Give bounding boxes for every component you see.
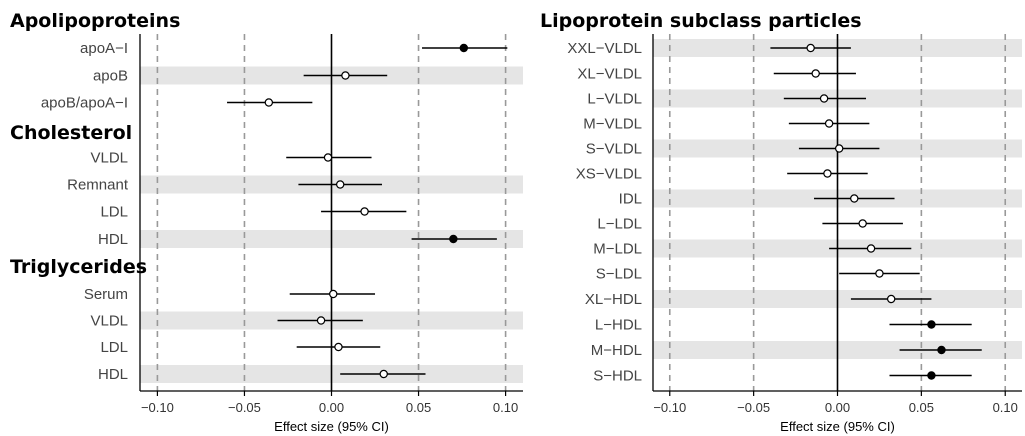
point-estimate xyxy=(824,119,834,128)
row-label: apoB/apoA−I xyxy=(41,95,128,112)
point-estimate-significant xyxy=(459,43,469,53)
x-tick-label: −0.10 xyxy=(653,400,686,415)
group-title: Cholesterol xyxy=(10,122,132,144)
row-label: XL−VLDL xyxy=(577,66,642,83)
left-panel: −0.10 −0.05 0.00 0.05 0.10 Effect size (95% C… xyxy=(10,10,523,434)
x-tick-label: 0.10 xyxy=(993,400,1018,415)
row-label: XL−HDL xyxy=(585,291,642,308)
row-label: M−VLDL xyxy=(583,116,642,133)
x-tick-label: −0.05 xyxy=(228,400,261,415)
row-label: S−LDL xyxy=(596,266,642,283)
x-tick-label: 0.00 xyxy=(825,400,850,415)
x-axis-title: Effect size (95% CI) xyxy=(274,419,389,434)
row-label: L−VLDL xyxy=(587,91,642,108)
row-label: XS−VLDL xyxy=(576,166,642,183)
row-label: Serum xyxy=(84,286,128,303)
point-estimate-significant xyxy=(927,371,936,380)
point-estimate-significant xyxy=(927,320,936,329)
row-label: Remnant xyxy=(67,177,129,194)
row-label: LDL xyxy=(100,339,128,356)
x-tick-label: 0.10 xyxy=(493,400,518,415)
point-estimate-significant xyxy=(449,234,458,244)
point-estimate xyxy=(264,98,274,107)
x-tick-label: −0.05 xyxy=(737,400,770,415)
x-tick-label: 0.00 xyxy=(319,400,344,415)
point-estimate xyxy=(819,94,829,103)
point-estimate xyxy=(886,294,896,304)
row-label: S−HDL xyxy=(593,368,642,385)
point-estimate xyxy=(341,71,350,80)
x-tick-label: 0.05 xyxy=(406,400,431,415)
row-label: VLDL xyxy=(90,150,128,167)
right-panel: −0.10 −0.05 0.00 0.05 0.10 Effect size (95% C… xyxy=(540,10,1022,434)
point-estimate xyxy=(834,144,844,153)
point-estimate xyxy=(811,69,820,78)
row-label: L−LDL xyxy=(597,216,642,233)
point-estimate-significant xyxy=(937,345,946,355)
row-label: HDL xyxy=(98,231,128,248)
row-label: IDL xyxy=(619,191,642,208)
point-estimate xyxy=(858,219,867,228)
row-label: M−HDL xyxy=(591,342,642,359)
point-estimate xyxy=(323,153,333,162)
x-tick-label: −0.10 xyxy=(141,400,174,415)
row-label: LDL xyxy=(100,204,128,221)
point-estimate xyxy=(360,207,369,216)
x-axis-title: Effect size (95% CI) xyxy=(780,419,895,434)
row-label: M−LDL xyxy=(593,241,642,258)
point-estimate xyxy=(806,43,815,53)
group-title: Lipoprotein subclass particles xyxy=(540,10,862,32)
point-estimate xyxy=(336,180,345,189)
group-title: Apolipoproteins xyxy=(10,10,180,32)
point-estimate xyxy=(334,342,343,352)
point-estimate xyxy=(823,169,832,178)
row-label: apoA−I xyxy=(80,40,128,57)
point-estimate xyxy=(329,289,338,299)
group-title: Triglycerides xyxy=(10,256,147,278)
point-estimate xyxy=(875,269,884,278)
point-estimate xyxy=(850,194,859,203)
point-estimate xyxy=(866,244,876,253)
point-estimate xyxy=(316,316,326,325)
x-tick-label: 0.05 xyxy=(909,400,934,415)
row-label: XXL−VLDL xyxy=(567,40,642,57)
row-label: apoB xyxy=(93,68,128,85)
row-label: HDL xyxy=(98,366,128,383)
row-label: VLDL xyxy=(90,313,128,330)
point-estimate xyxy=(379,369,388,379)
row-label: L−HDL xyxy=(595,317,642,334)
row-label: S−VLDL xyxy=(586,141,642,158)
